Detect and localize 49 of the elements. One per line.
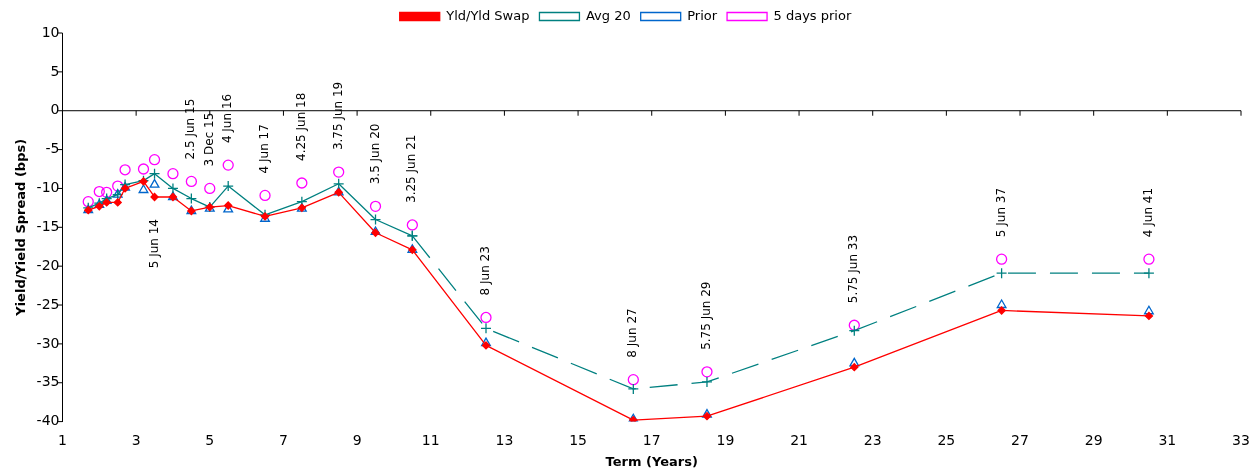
legend-label: Avg 20 bbox=[585, 7, 631, 23]
annotation: 4.25 Jun 18 bbox=[293, 92, 308, 161]
y-tick-label: -40 bbox=[36, 412, 60, 429]
y-tick-label: -20 bbox=[36, 256, 60, 273]
x-tick-label: 17 bbox=[642, 431, 661, 448]
annotation: 5.75 Jun 29 bbox=[699, 281, 714, 350]
y-axis-title: Yield/Yield Spread (bps) bbox=[13, 138, 29, 317]
x-tick-label: 5 bbox=[205, 431, 215, 448]
annotation: 3 Dec 15 bbox=[201, 112, 216, 167]
x-tick-label: 31 bbox=[1158, 431, 1177, 448]
x-tick-label: 27 bbox=[1011, 431, 1029, 448]
x-tick-label: 1 bbox=[58, 431, 67, 448]
y-tick-label: -25 bbox=[36, 295, 60, 312]
x-axis-title: Term (Years) bbox=[605, 453, 698, 469]
x-tick-label: 19 bbox=[716, 431, 735, 448]
annotation: 4 Jun 16 bbox=[220, 93, 235, 144]
x-tick-label: 9 bbox=[352, 431, 362, 448]
annotation: 3.25 Jun 21 bbox=[404, 134, 419, 203]
legend-label: Prior bbox=[687, 7, 718, 23]
legend-label: 5 days prior bbox=[773, 7, 852, 23]
x-tick-label: 25 bbox=[937, 431, 956, 448]
y-tick-label: 10 bbox=[41, 23, 60, 40]
x-tick-label: 29 bbox=[1084, 431, 1103, 448]
annotation: 5.75 Jun 33 bbox=[846, 234, 861, 304]
annotation: 8 Jun 27 bbox=[625, 308, 640, 358]
x-tick-label: 13 bbox=[495, 431, 514, 448]
annotation: 5 Jun 14 bbox=[146, 218, 161, 269]
annotation: 8 Jun 23 bbox=[478, 246, 493, 296]
annotation: 3.5 Jun 20 bbox=[367, 123, 382, 185]
annotation: 3.75 Jun 19 bbox=[330, 81, 345, 151]
y-tick-label: -5 bbox=[45, 140, 60, 157]
y-tick-label: 0 bbox=[50, 101, 60, 118]
annotation: 5 Jun 37 bbox=[993, 187, 1008, 238]
x-tick-label: 11 bbox=[421, 431, 440, 448]
y-tick-label: -30 bbox=[36, 334, 60, 351]
x-tick-label: 3 bbox=[131, 431, 141, 448]
y-tick-label: 5 bbox=[50, 62, 60, 79]
annotation: 4 Jun 17 bbox=[257, 124, 272, 174]
x-tick-label: 33 bbox=[1232, 431, 1250, 448]
y-tick-label: -15 bbox=[36, 217, 60, 234]
y-tick-label: -10 bbox=[36, 179, 60, 196]
annotation: 4 Jun 41 bbox=[1141, 187, 1156, 238]
legend-label: Yld/Yld Swap bbox=[445, 7, 530, 23]
y-tick-label: -35 bbox=[36, 373, 60, 390]
x-tick-label: 21 bbox=[790, 431, 808, 448]
x-tick-label: 15 bbox=[569, 431, 587, 448]
x-tick-label: 23 bbox=[863, 431, 882, 448]
annotation: 2.5 Jun 15 bbox=[183, 98, 198, 160]
x-tick-label: 7 bbox=[278, 431, 288, 448]
